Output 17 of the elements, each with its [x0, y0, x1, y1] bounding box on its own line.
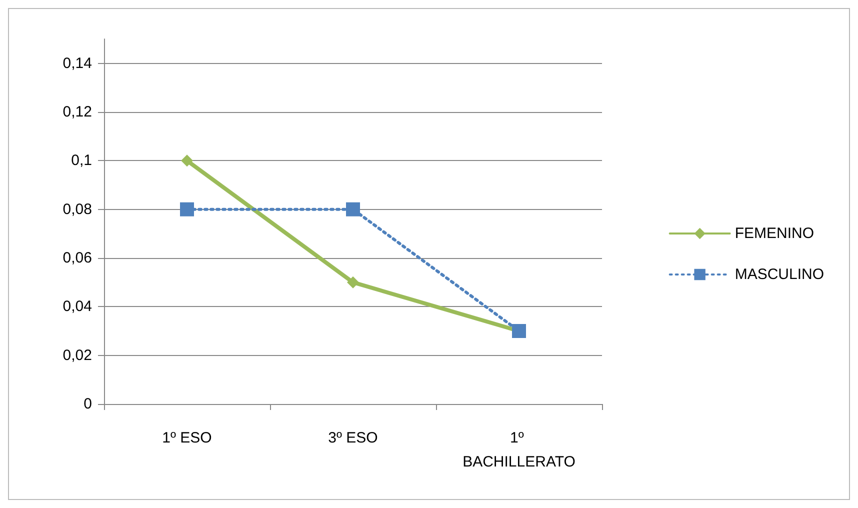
y-tick-label: 0,14: [62, 54, 92, 72]
y-tick-label: 0: [84, 396, 92, 412]
legend-label: FEMENINO: [734, 225, 814, 242]
x-tick-label: 3º ESO: [328, 430, 378, 446]
y-tick-label: 0,02: [62, 346, 92, 364]
point: [347, 276, 359, 288]
point: [346, 202, 360, 216]
y-tick-label: 0,04: [62, 298, 92, 316]
y-tick-label: 0,06: [62, 250, 92, 266]
point: [180, 202, 194, 216]
x-tick-label: 1º BACHILLERATO: [462, 430, 576, 470]
legend-label: MASCULINO: [734, 266, 824, 283]
y-tick-label: 0,12: [62, 104, 92, 120]
x-tick-label: 1º ESO: [162, 430, 212, 446]
y-tick-label: 0,1: [71, 152, 92, 170]
point: [181, 154, 193, 167]
y-tick-label: 0,08: [62, 200, 92, 218]
